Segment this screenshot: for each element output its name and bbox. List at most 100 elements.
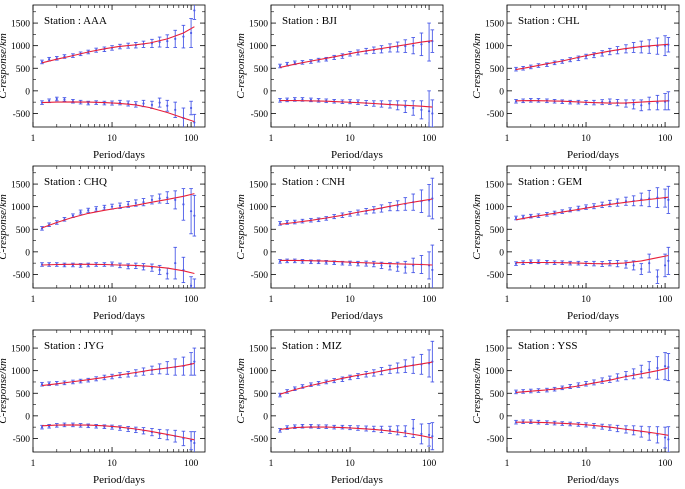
model-line: [515, 367, 669, 393]
data-marker: [514, 216, 518, 220]
panel-title: Station : JYG: [44, 340, 104, 352]
data-marker: [189, 439, 193, 442]
y-tick-label: 500: [16, 226, 31, 236]
plot-frame: [270, 329, 444, 453]
data-point: [663, 352, 667, 381]
data-marker: [640, 267, 643, 271]
data-point: [624, 196, 628, 206]
data-point: [655, 426, 660, 444]
data-point: [141, 263, 146, 271]
data-marker: [189, 210, 193, 213]
data-marker: [193, 360, 196, 363]
data-marker: [648, 262, 651, 265]
y-tick-label: 1000: [485, 367, 504, 377]
data-point: [430, 177, 435, 220]
data-marker: [166, 104, 169, 107]
data-marker: [388, 428, 392, 431]
data-marker: [166, 40, 169, 43]
x-axis-label: Period/days: [93, 474, 145, 486]
x-tick-label: 1: [505, 134, 510, 144]
panel-title: Station : CHL: [518, 15, 580, 27]
y-tick-label: 0: [25, 87, 30, 97]
data-point: [427, 423, 431, 447]
data-point: [647, 426, 652, 441]
data-point: [427, 90, 431, 127]
data-point: [150, 38, 154, 48]
data-point: [663, 253, 667, 278]
data-point: [173, 246, 178, 280]
y-tick-label: -500: [251, 110, 269, 120]
data-marker: [174, 198, 177, 201]
data-marker: [427, 433, 431, 436]
data-point: [157, 36, 162, 48]
x-tick-label: 1: [269, 295, 274, 305]
data-point: [663, 426, 667, 449]
data-point: [189, 188, 193, 235]
data-marker: [40, 426, 44, 429]
data-marker: [608, 100, 611, 103]
model-line: [516, 421, 669, 436]
data-point: [608, 259, 612, 267]
data-point: [615, 198, 620, 207]
y-axis-label: C-response/km: [0, 194, 9, 260]
y-tick-label: 500: [254, 390, 269, 400]
data-marker: [667, 438, 670, 441]
model-line: [41, 362, 195, 387]
data-point: [71, 262, 75, 268]
data-point: [181, 430, 186, 447]
x-tick-label: 100: [184, 459, 199, 469]
data-marker: [420, 432, 423, 436]
data-marker: [663, 436, 667, 439]
y-tick-label: 1500: [249, 20, 268, 30]
y-tick-label: -500: [487, 110, 505, 120]
data-point: [388, 43, 392, 53]
y-tick-label: 1000: [11, 42, 30, 52]
model-line: [41, 26, 195, 64]
data-marker: [79, 210, 82, 214]
data-point: [647, 253, 652, 273]
data-point: [403, 425, 408, 438]
data-marker: [431, 268, 434, 272]
model-line: [41, 193, 195, 229]
data-marker: [150, 103, 154, 106]
data-point: [403, 39, 408, 53]
y-tick-label: 1000: [249, 203, 268, 213]
data-marker: [632, 264, 635, 267]
data-marker: [158, 40, 161, 44]
data-marker: [380, 264, 383, 267]
data-point: [126, 100, 130, 107]
data-point: [379, 45, 384, 54]
x-tick-label: 10: [345, 295, 355, 305]
data-point: [600, 50, 604, 57]
y-tick-label: 500: [16, 390, 31, 400]
chart-panel-gem: 1 10 100 -500 0 500 1000 1500 Period/days C-respo…: [471, 165, 680, 322]
data-marker: [656, 275, 659, 278]
model-line: [515, 43, 669, 71]
y-tick-label: 1500: [11, 181, 30, 191]
data-point: [134, 426, 138, 434]
x-axis-label: Period/days: [331, 149, 383, 161]
y-tick-label: 1000: [249, 367, 268, 377]
y-axis-label: C-response/km: [235, 194, 247, 260]
y-tick-label: 0: [25, 412, 30, 422]
data-point: [639, 192, 644, 207]
data-point: [615, 373, 620, 382]
x-axis-label: Period/days: [567, 149, 619, 161]
data-point: [631, 368, 636, 380]
data-marker: [431, 435, 434, 438]
y-tick-label: -500: [251, 435, 269, 445]
data-point: [647, 189, 652, 208]
data-point: [94, 206, 98, 212]
x-tick-label: 10: [345, 134, 355, 144]
x-tick-label: 100: [422, 295, 437, 305]
data-point: [419, 423, 424, 445]
model-line: [279, 361, 433, 395]
y-tick-label: -500: [487, 435, 505, 445]
data-marker: [134, 201, 137, 205]
y-tick-label: 1500: [485, 181, 504, 191]
data-marker: [640, 104, 643, 107]
data-point: [356, 373, 360, 380]
y-tick-label: 1000: [485, 203, 504, 213]
data-marker: [404, 430, 407, 433]
x-axis-label: Period/days: [331, 474, 383, 486]
